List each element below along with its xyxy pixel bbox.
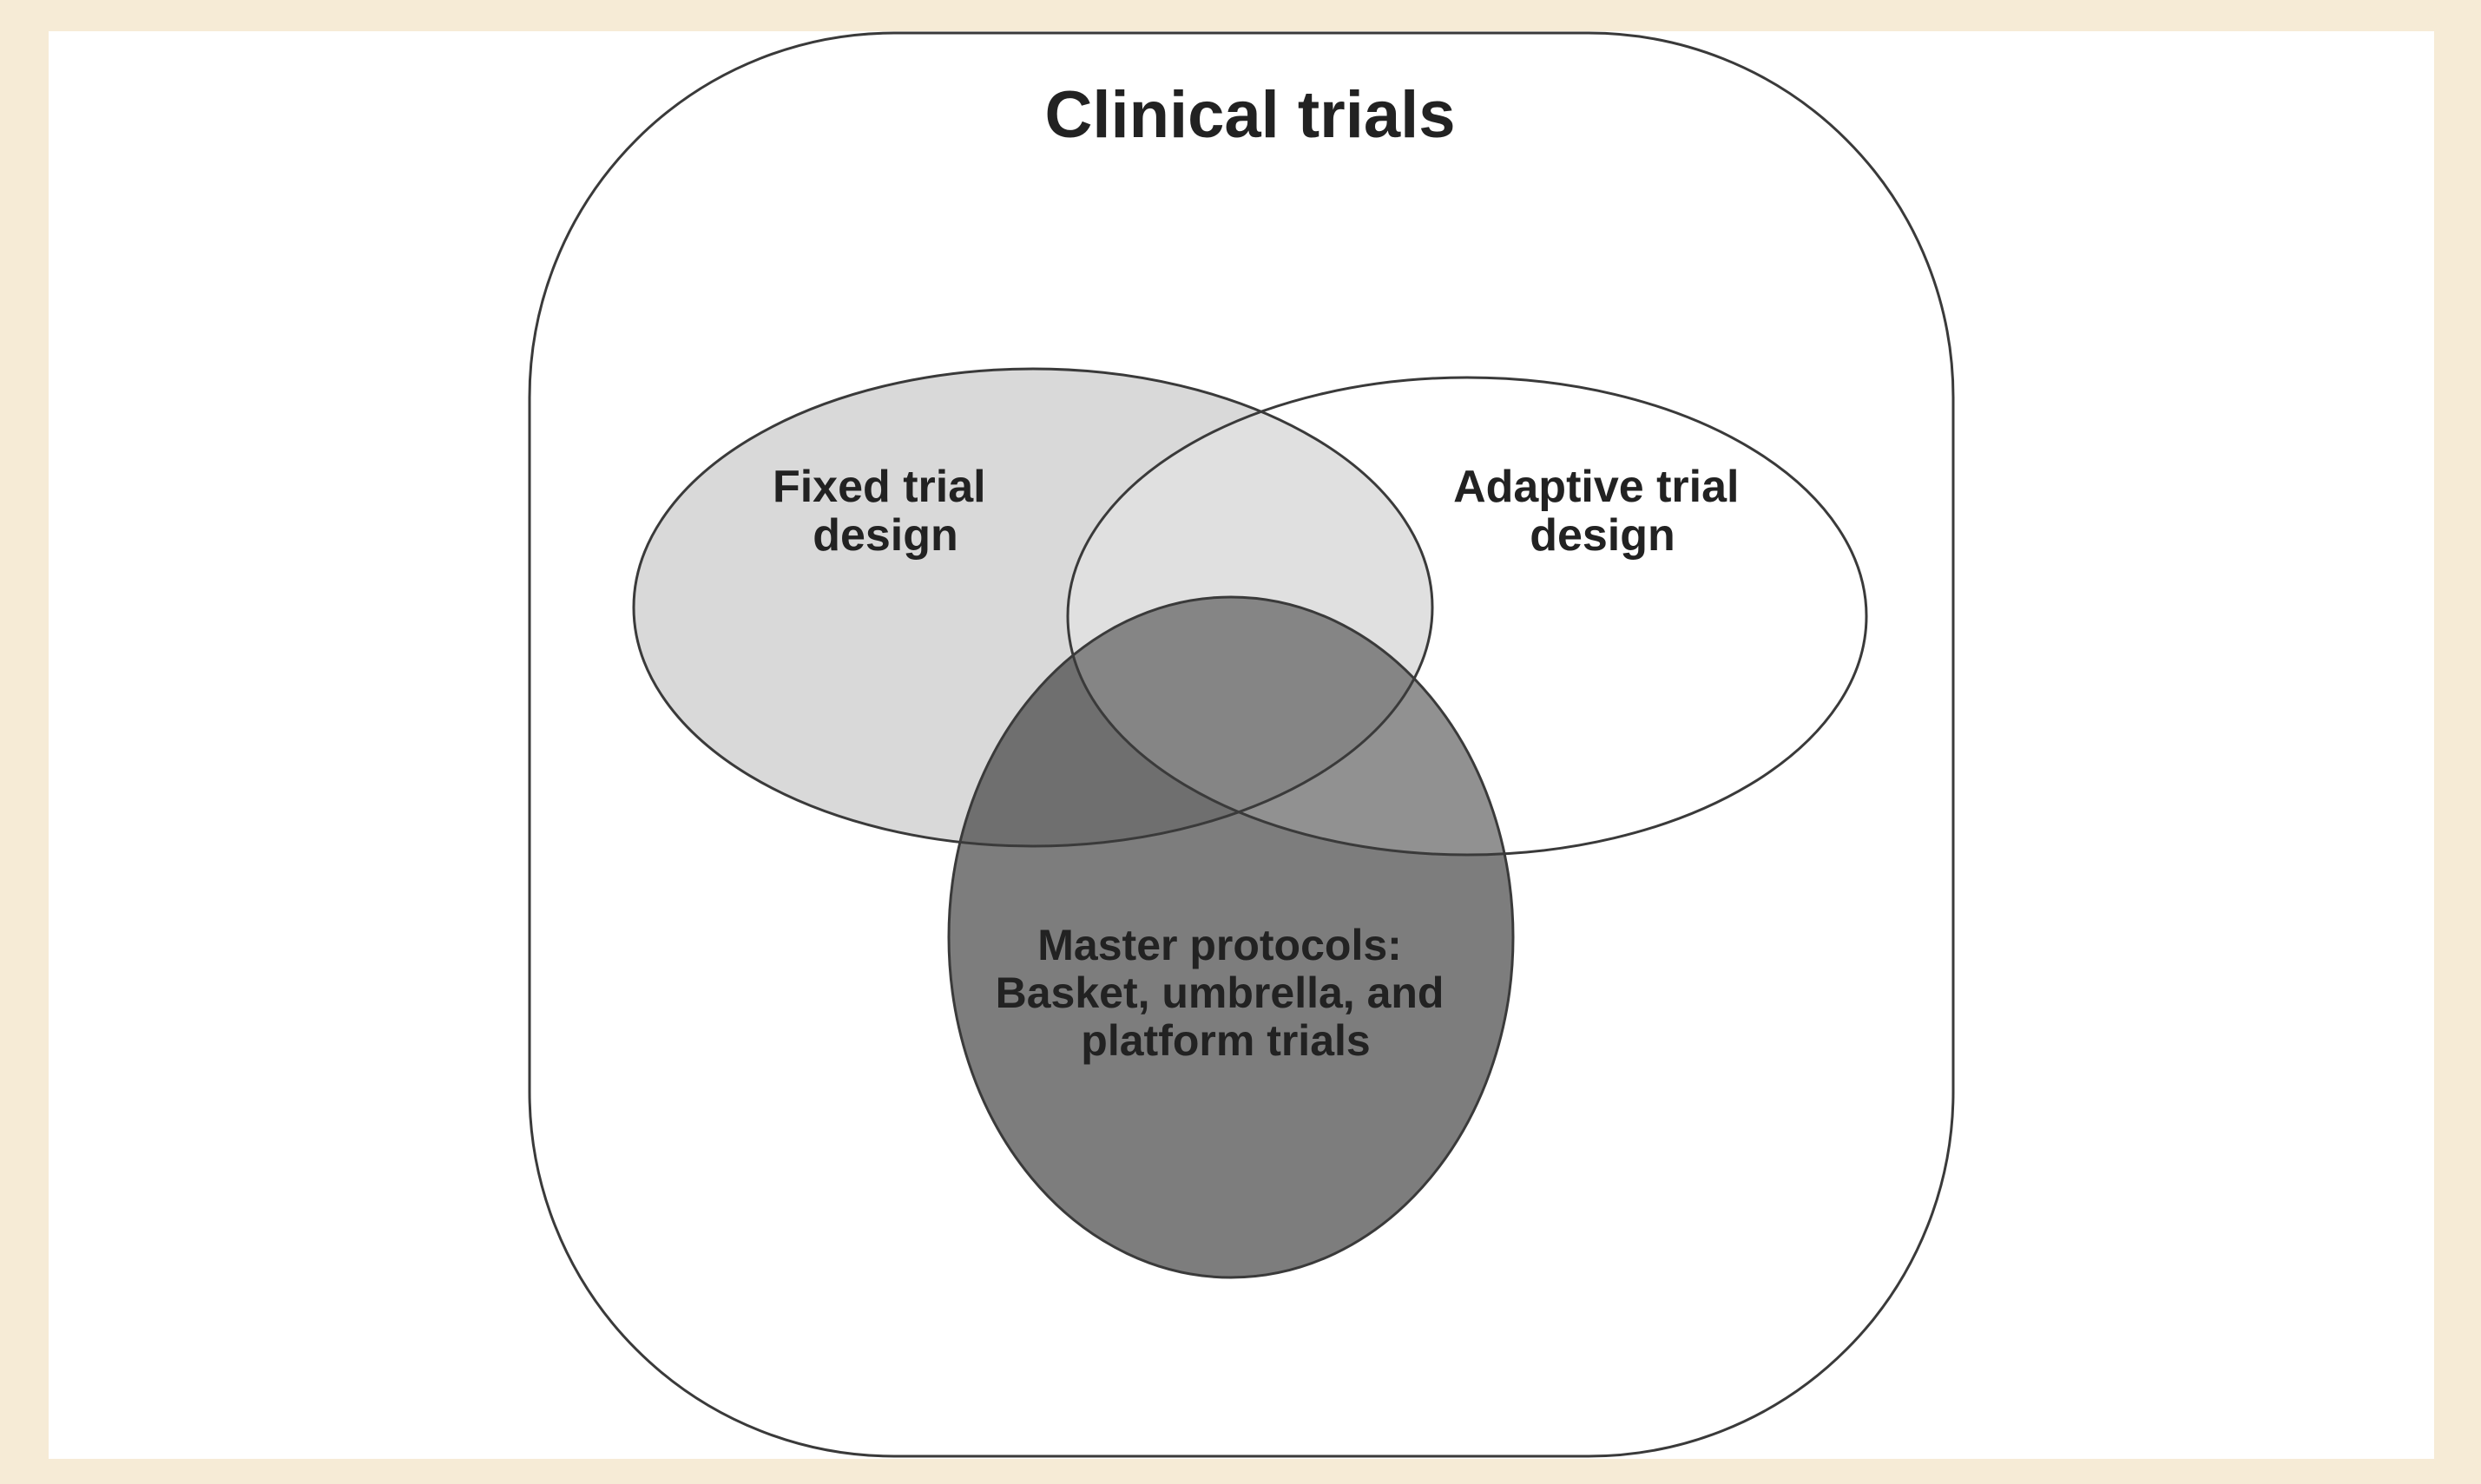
diagram-title: Clinical trials [1044, 78, 1455, 152]
adaptive-trial-design-outline [1066, 376, 1868, 857]
master-protocols-label: Master protocols: Basket, umbrella, and … [996, 921, 1457, 1065]
fixed-trial-design-label: Fixed trial design [773, 462, 998, 561]
master-label-line-2: Basket, umbrella, and [996, 969, 1445, 1017]
master-label-line-3: platform trials [1081, 1016, 1370, 1065]
master-protocols-outline [947, 595, 1515, 1279]
adaptive-label-line-2: design [1530, 510, 1675, 561]
fixed-label-line-1: Fixed trial [773, 462, 986, 512]
fixed-label-line-2: design [813, 510, 958, 561]
adaptive-trial-design-label: Adaptive trial design [1453, 462, 1752, 561]
fixed-trial-design-outline [632, 367, 1434, 848]
master-label-line-1: Master protocols: [1037, 921, 1402, 969]
adaptive-label-line-1: Adaptive trial [1453, 462, 1739, 512]
